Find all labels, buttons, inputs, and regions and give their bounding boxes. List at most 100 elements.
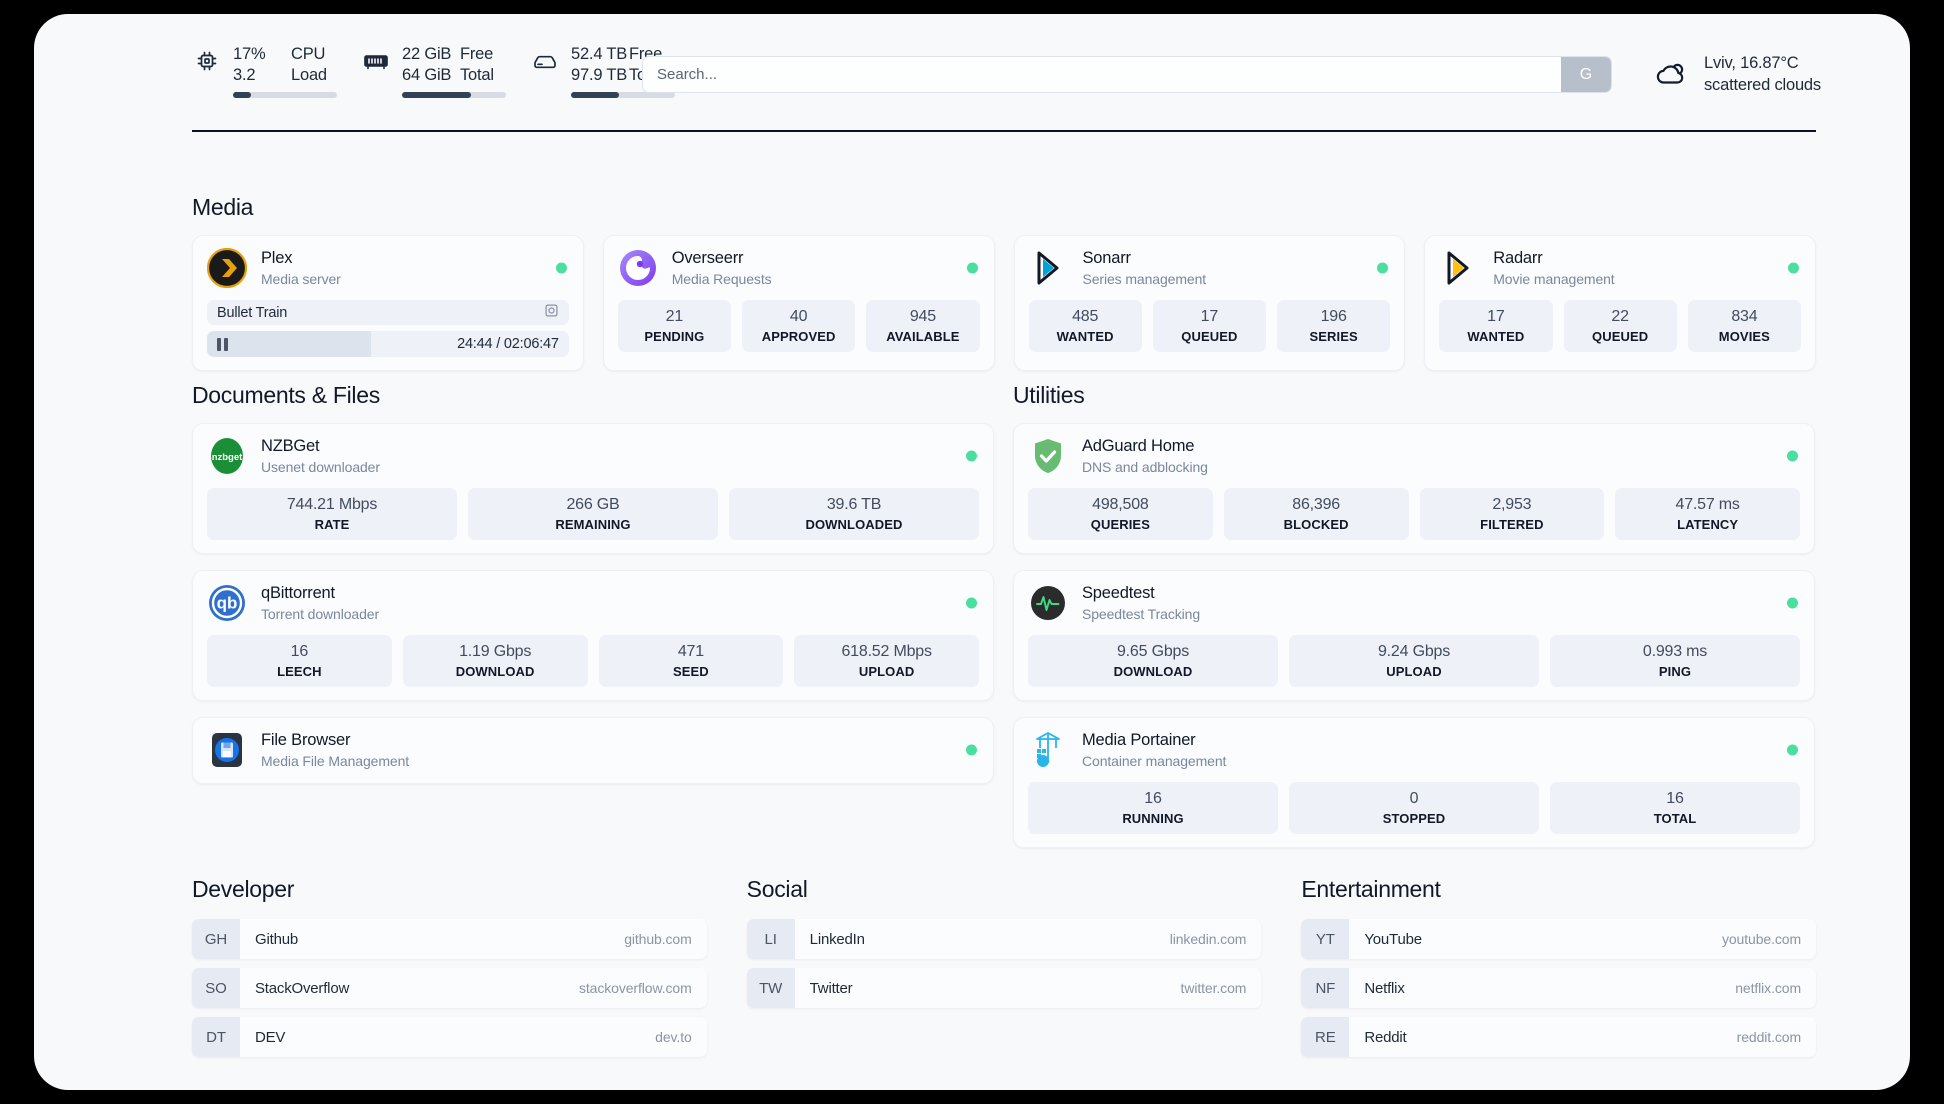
stat-tile: 266 GB REMAINING bbox=[468, 488, 718, 540]
memory-total-value: 64 GiB bbox=[402, 65, 452, 84]
stat-tile-value: 2,953 bbox=[1492, 496, 1532, 513]
status-indicator-online bbox=[1788, 262, 1799, 274]
storage-total-value: 97.9 TB bbox=[571, 65, 628, 84]
weather-condition: scattered clouds bbox=[1704, 76, 1821, 95]
stat-tile-label: APPROVED bbox=[761, 329, 836, 344]
bookmark-item[interactable]: RE Reddit reddit.com bbox=[1301, 1017, 1817, 1057]
stat-tile: 47.57 ms LATENCY bbox=[1615, 488, 1800, 540]
portainer-icon bbox=[1028, 730, 1068, 770]
stat-tile-label: TOTAL bbox=[1653, 811, 1697, 826]
playback-progress[interactable]: 24:44 / 02:06:47 bbox=[207, 331, 569, 357]
stat-cpu: 17% 3.2 CPU Load bbox=[192, 44, 337, 99]
cpu-load-value: 3.2 bbox=[233, 65, 256, 84]
pause-icon[interactable] bbox=[217, 337, 228, 351]
playback-separator: / bbox=[496, 336, 501, 352]
stat-tile-value: 1.19 Gbps bbox=[459, 643, 532, 660]
service-card-overseerr[interactable]: Overseerr Media Requests 21 PENDING 40 A… bbox=[602, 235, 995, 371]
stat-tile: 471 SEED bbox=[598, 635, 784, 687]
search-engine-button[interactable]: G bbox=[1561, 57, 1611, 92]
bookmark-item[interactable]: YT YouTube youtube.com bbox=[1301, 919, 1817, 959]
stat-tile: 744.21 Mbps RATE bbox=[207, 488, 457, 540]
bookmark-item[interactable]: GH Github github.com bbox=[192, 919, 707, 959]
playback-total: 02:06:47 bbox=[503, 336, 559, 352]
stat-tile: 86,396 BLOCKED bbox=[1223, 488, 1409, 540]
bookmark-url: github.com bbox=[624, 931, 692, 947]
stat-tile-value: 945 bbox=[909, 308, 936, 325]
header: 17% 3.2 CPU Load bbox=[34, 14, 1910, 132]
bookmark-abbr: NF bbox=[1301, 968, 1350, 1008]
search-bar[interactable]: G bbox=[642, 56, 1612, 93]
stat-tile: 834 MOVIES bbox=[1687, 300, 1801, 352]
stat-tile-label: RUNNING bbox=[1122, 811, 1184, 826]
service-card-media-portainer[interactable]: Media Portainer Container management 16 … bbox=[1013, 717, 1815, 848]
stat-tile: 618.52 Mbps UPLOAD bbox=[794, 635, 979, 687]
stat-tile-value: 266 GB bbox=[566, 496, 620, 513]
memory-label-bottom: Total bbox=[460, 65, 494, 84]
service-card-radarr[interactable]: Radarr Movie management 17 WANTED 22 QUE… bbox=[1424, 235, 1816, 371]
bookmark-item[interactable]: LI LinkedIn linkedin.com bbox=[746, 919, 1262, 959]
status-indicator-online bbox=[966, 262, 978, 274]
stat-tile: 17 WANTED bbox=[1439, 300, 1553, 352]
memory-free-value: 22 GiB bbox=[402, 45, 452, 63]
service-description: Media Requests bbox=[671, 270, 772, 287]
weather-widget[interactable]: Lviv, 16.87°C scattered clouds bbox=[1654, 52, 1821, 97]
bookmark-abbr: SO bbox=[192, 968, 240, 1008]
stat-tile-value: 9.24 Gbps bbox=[1377, 643, 1451, 660]
stat-tile-value: 17 bbox=[1200, 308, 1219, 325]
bookmark-abbr: TW bbox=[746, 968, 795, 1008]
cast-icon[interactable] bbox=[544, 303, 559, 323]
bookmark-item[interactable]: DT DEV dev.to bbox=[192, 1017, 707, 1057]
service-card-plex[interactable]: Plex Media server Bullet Train bbox=[192, 235, 584, 371]
stat-tile: 0 STOPPED bbox=[1289, 782, 1539, 834]
bookmark-item[interactable]: NF Netflix netflix.com bbox=[1301, 968, 1817, 1008]
svg-text:qb: qb bbox=[217, 594, 238, 613]
bookmark-item[interactable]: TW Twitter twitter.com bbox=[746, 968, 1262, 1008]
bookmark-url: stackoverflow.com bbox=[578, 980, 692, 996]
service-name: File Browser bbox=[261, 731, 351, 750]
stat-tile-label: WANTED bbox=[1056, 329, 1114, 344]
disk-icon bbox=[530, 44, 560, 78]
bookmark-abbr: LI bbox=[746, 919, 795, 959]
bookmark-url: linkedin.com bbox=[1169, 931, 1247, 947]
bookmark-name: Twitter bbox=[809, 979, 853, 997]
stat-tile: 9.65 Gbps DOWNLOAD bbox=[1028, 635, 1278, 687]
bookmark-group-title: Social bbox=[746, 876, 808, 902]
stat-tile-label: UPLOAD bbox=[858, 664, 915, 679]
speedtest-icon bbox=[1028, 583, 1068, 623]
service-name: Media Portainer bbox=[1082, 731, 1196, 750]
bookmark-url: netflix.com bbox=[1735, 980, 1802, 996]
stat-tile-value: 9.65 Gbps bbox=[1116, 643, 1190, 660]
stat-tile-value: 471 bbox=[677, 643, 704, 660]
stat-tile-value: 16 bbox=[290, 643, 309, 660]
stat-tile-value: 17 bbox=[1487, 308, 1505, 325]
service-card-speedtest[interactable]: Speedtest Speedtest Tracking 9.65 Gbps D… bbox=[1013, 570, 1815, 701]
service-card-sonarr[interactable]: Sonarr Series management 485 WANTED 17 Q… bbox=[1013, 235, 1406, 371]
stat-tile: 1.19 Gbps DOWNLOAD bbox=[402, 635, 588, 687]
stat-tile-label: LEECH bbox=[277, 664, 322, 679]
bookmark-item[interactable]: SO StackOverflow stackoverflow.com bbox=[192, 968, 707, 1008]
system-stats: 17% 3.2 CPU Load bbox=[192, 44, 675, 99]
search-input[interactable] bbox=[643, 66, 1561, 83]
service-name: qBittorrent bbox=[261, 584, 335, 603]
service-card-file-browser[interactable]: File Browser Media File Management bbox=[192, 717, 994, 784]
bookmark-name: DEV bbox=[255, 1028, 286, 1046]
adguard-icon bbox=[1028, 436, 1068, 476]
service-card-adguard-home[interactable]: AdGuard Home DNS and adblocking 498,508 … bbox=[1013, 423, 1815, 554]
stat-tile: 21 PENDING bbox=[617, 300, 731, 352]
documents-section: Documents & Files nzbget NZBGet Usenet d… bbox=[192, 382, 994, 848]
bookmark-group-social: Social LI LinkedIn linkedin.com TW Twitt… bbox=[746, 876, 1262, 1066]
service-card-qbittorrent[interactable]: qb qBittorrent Torrent downloader 16 LEE… bbox=[192, 570, 994, 701]
dashboard-page: 17% 3.2 CPU Load bbox=[34, 14, 1910, 1090]
stat-tile-label: QUEUED bbox=[1592, 329, 1649, 344]
stat-tile: 40 APPROVED bbox=[742, 300, 856, 352]
cloud-icon bbox=[1654, 60, 1690, 88]
qbittorrent-icon: qb bbox=[207, 583, 247, 623]
service-card-nzbget[interactable]: nzbget NZBGet Usenet downloader 744.21 M… bbox=[192, 423, 994, 554]
nzbget-icon: nzbget bbox=[207, 436, 247, 476]
stat-tile-value: 86,396 bbox=[1292, 496, 1340, 513]
service-description: Series management bbox=[1082, 270, 1207, 287]
sonarr-icon bbox=[1029, 248, 1069, 288]
bookmark-name: Netflix bbox=[1364, 979, 1405, 997]
ram-icon bbox=[361, 44, 391, 78]
stat-tile-value: 39.6 TB bbox=[826, 496, 882, 513]
